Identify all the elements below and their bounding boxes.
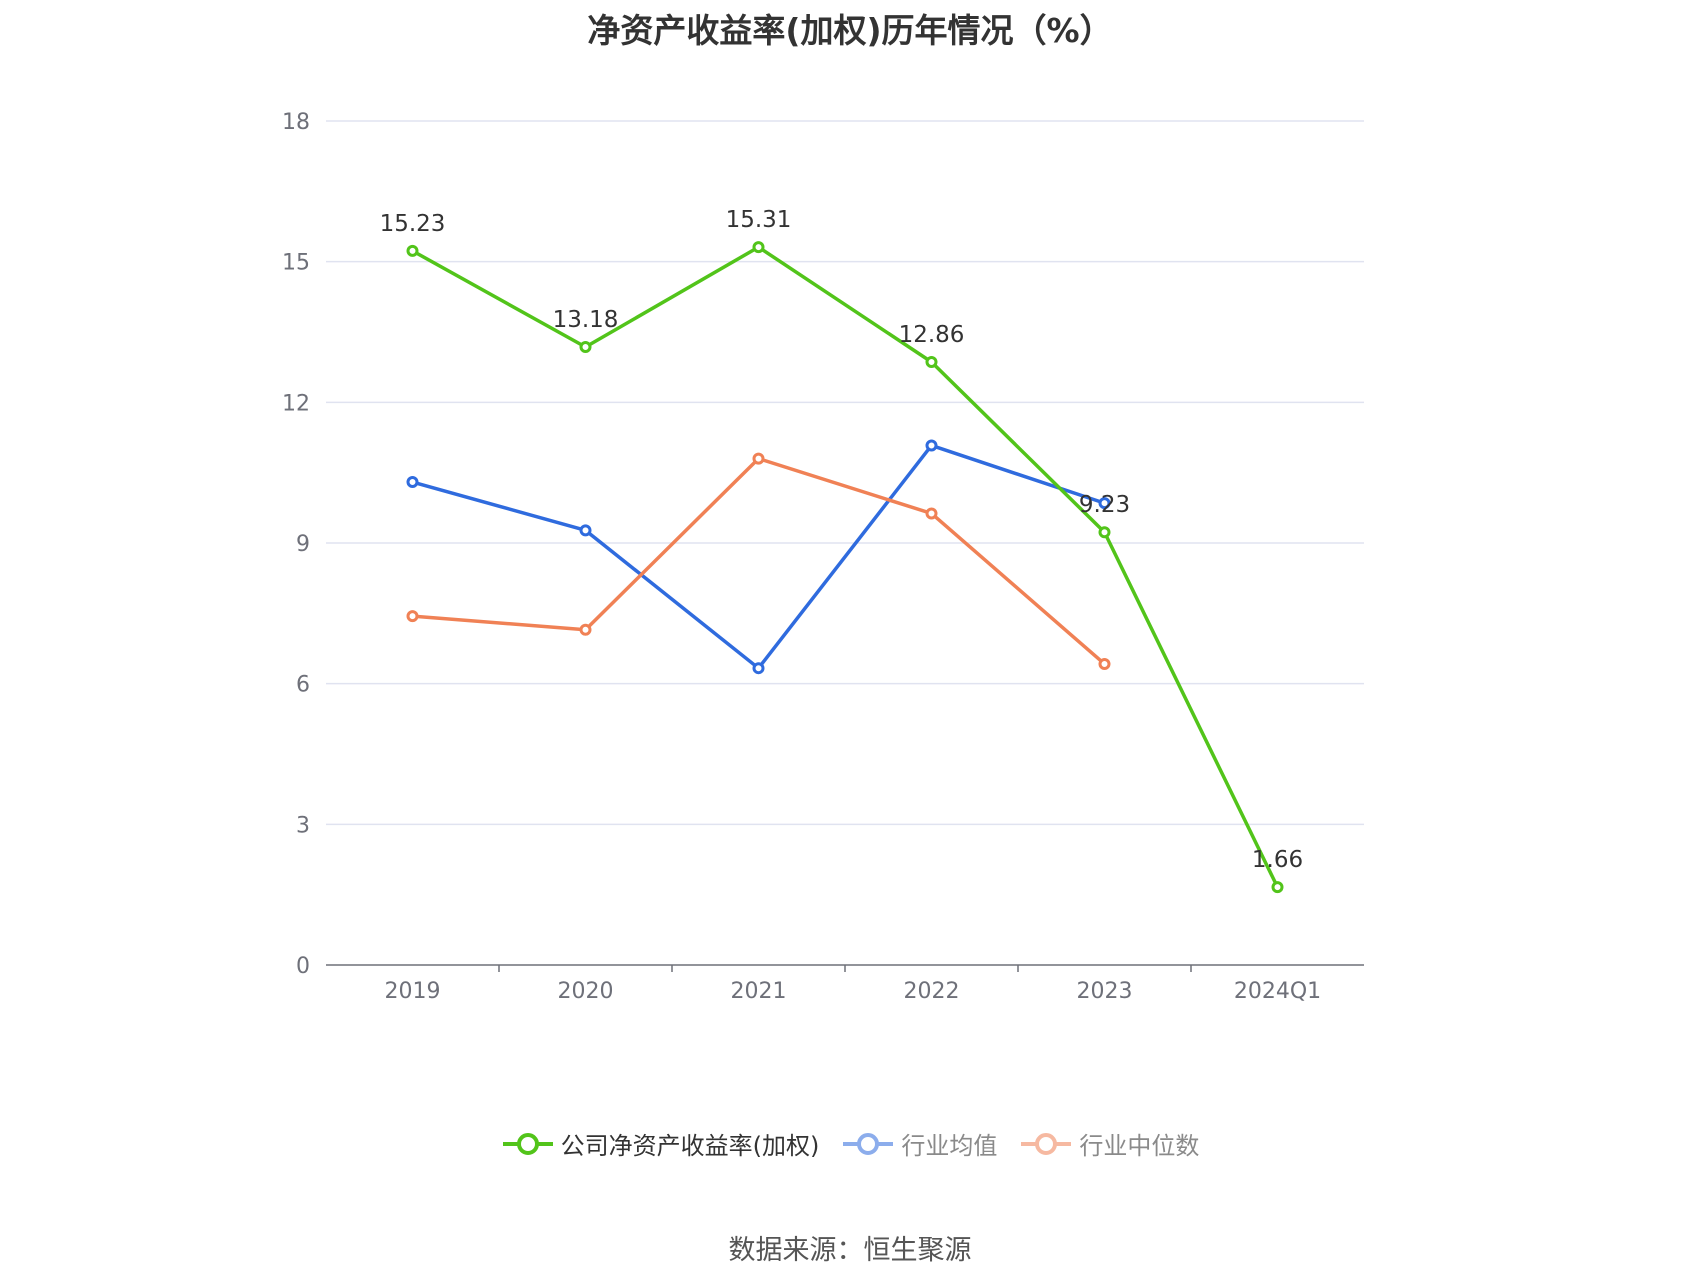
- data-point: [925, 507, 938, 520]
- data-point: [579, 623, 592, 636]
- x-tick-label: 2023: [1077, 979, 1133, 1004]
- series-line-1: [412, 443, 1106, 670]
- data-point: [752, 452, 765, 465]
- data-point: [406, 244, 419, 257]
- legend-label-industry-average: 行业均值: [901, 1132, 998, 1160]
- x-tick-label: 2019: [385, 979, 441, 1004]
- data-label: 13.18: [553, 307, 619, 333]
- data-point: [925, 439, 938, 452]
- data-point: [925, 356, 938, 369]
- y-tick-label: 0: [296, 954, 310, 979]
- legend-item-company[interactable]: 公司净资产收益率(加权): [501, 1126, 820, 1161]
- data-point: [752, 241, 765, 254]
- data-source: 数据来源：恒生聚源: [728, 1235, 972, 1266]
- grid-lines: [326, 120, 1364, 826]
- data-label: 12.86: [899, 322, 965, 348]
- axes: 0 3 6 9 12 15 18 2019 2020 2021 2022 2023 2024Q1: [282, 110, 1364, 1004]
- data-label: 15.23: [380, 211, 446, 237]
- y-tick-label: 12: [282, 391, 310, 416]
- series-line-2: [412, 456, 1106, 666]
- y-tick-label: 6: [296, 673, 310, 698]
- legend-label-company: 公司净资产收益率(加权): [560, 1132, 820, 1160]
- data-point: [406, 476, 419, 489]
- legend-label-industry-median: 行业中位数: [1079, 1132, 1200, 1160]
- legend-item-industry-average[interactable]: 行业均值: [841, 1126, 997, 1161]
- y-tick-label: 9: [296, 532, 310, 557]
- data-point: [579, 341, 592, 354]
- data-label: 15.31: [726, 207, 792, 233]
- data-point: [579, 524, 592, 537]
- x-tick-label: 2020: [558, 979, 614, 1004]
- legend-marker-company: [502, 1132, 553, 1155]
- legend-item-industry-median[interactable]: 行业中位数: [1019, 1126, 1199, 1161]
- data-point: [1271, 881, 1284, 894]
- data-point: [406, 610, 419, 623]
- x-tick-label: 2024Q1: [1234, 979, 1321, 1004]
- series-lines: [406, 241, 1284, 894]
- x-tick-label: 2022: [904, 979, 960, 1004]
- y-tick-label: 3: [296, 813, 310, 838]
- series-line-0: [411, 245, 1280, 888]
- data-point: [1098, 526, 1111, 539]
- data-point: [1098, 497, 1111, 510]
- legend-marker-industry-average: [843, 1132, 894, 1155]
- y-tick-label: 15: [282, 251, 310, 276]
- data-label: 1.66: [1252, 847, 1303, 873]
- chart-title: 净资产收益率(加权)历年情况（%）: [587, 11, 1113, 50]
- legend-marker-industry-median: [1021, 1132, 1072, 1155]
- data-label: 9.23: [1079, 492, 1130, 518]
- legend: 公司净资产收益率(加权) 行业均值 行业中位数: [0, 1126, 1700, 1161]
- data-point: [1098, 657, 1111, 670]
- data-labels: 15.23 13.18 15.31 12.86 9.23 1.66: [380, 207, 1304, 873]
- data-point: [752, 662, 765, 675]
- x-tick-label: 2021: [731, 979, 787, 1004]
- y-tick-label: 18: [282, 110, 310, 135]
